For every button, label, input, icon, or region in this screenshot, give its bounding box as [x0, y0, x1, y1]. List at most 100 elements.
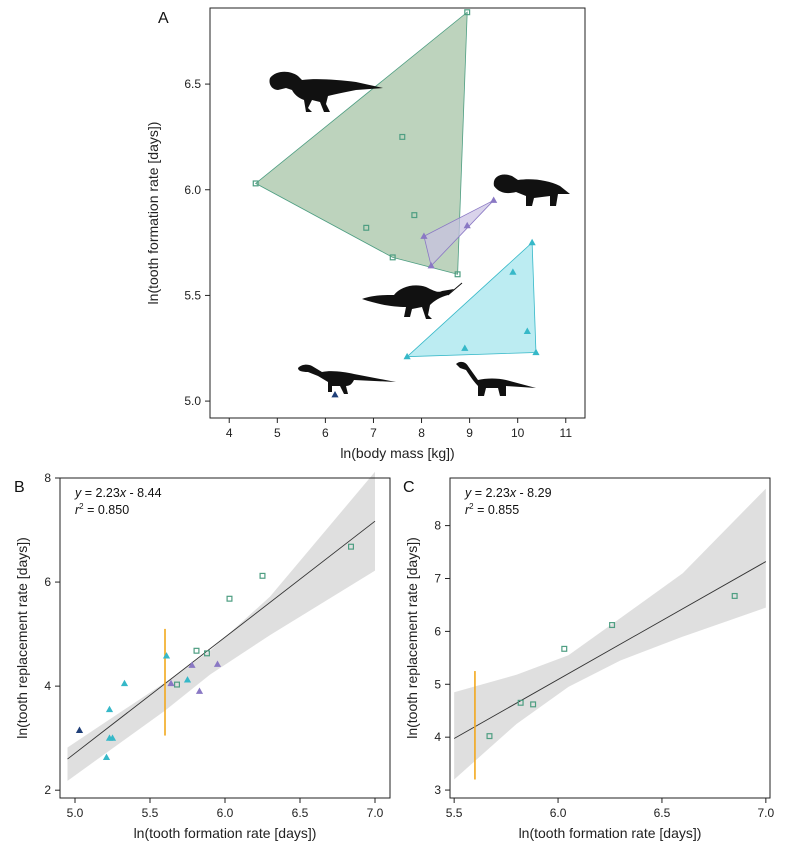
- hull-ceratopsian: [423, 199, 494, 267]
- x-tick-label: 5.5: [142, 806, 159, 820]
- panel-label: A: [158, 10, 169, 27]
- x-tick-label: 11: [560, 426, 573, 440]
- x-axis: 4 5 6 7 8 9 10 11: [226, 418, 572, 440]
- y-tick-label: 6.0: [184, 183, 201, 197]
- r-squared: r2 = 0.855: [465, 502, 519, 517]
- series-sauropod: [403, 238, 540, 360]
- regression-equation: y = 2.23x - 8.29: [464, 486, 552, 500]
- y-tick-label: 6.5: [184, 77, 201, 91]
- data-point: [731, 592, 738, 599]
- series-theropod: [174, 543, 355, 688]
- data-point: [105, 705, 114, 713]
- y-tick-label: 5.0: [184, 394, 201, 408]
- y-tick-label: 5: [434, 677, 441, 691]
- confidence-band: [454, 488, 766, 780]
- x-axis-label: ln(tooth formation rate [days]): [519, 825, 702, 841]
- y-tick-label: 4: [434, 730, 441, 744]
- data-point: [463, 221, 471, 229]
- x-tick-label: 5.0: [67, 806, 84, 820]
- x-tick-label: 7.0: [758, 806, 775, 820]
- plot-frame: [209, 7, 586, 419]
- y-tick-label: 7: [434, 571, 441, 585]
- data-point: [331, 390, 339, 398]
- sauropod-silhouette: [456, 361, 536, 396]
- x-tick-label: 6.0: [217, 806, 234, 820]
- data-point: [490, 196, 498, 203]
- x-axis-label: ln(tooth formation rate [days]): [134, 825, 317, 841]
- panel-b: 5.0 5.5 6.0 6.5 7.0 2 4 6 8 ln(tooth formation ra…: [14, 471, 391, 841]
- y-tick-label: 8: [44, 471, 51, 485]
- x-tick-label: 5.5: [446, 806, 463, 820]
- data-point: [530, 701, 537, 708]
- x-tick-label: 7.0: [367, 806, 384, 820]
- data-point: [174, 681, 181, 688]
- data-point: [167, 679, 175, 687]
- x-tick-label: 9: [466, 426, 473, 440]
- x-axis-label: ln(body mass [kg]): [340, 445, 454, 461]
- y-axis: 3 4 5 6 7 8: [434, 519, 450, 797]
- x-axis: 5.0 5.5 6.0 6.5 7.0: [67, 798, 384, 820]
- x-tick-label: 4: [226, 426, 233, 440]
- data-point: [532, 348, 540, 356]
- data-point: [609, 622, 616, 629]
- basal-sauropodomorph-silhouette: [298, 364, 396, 394]
- y-axis: 2 4 6 8: [44, 471, 60, 797]
- y-tick-label: 3: [434, 783, 441, 797]
- data-point: [363, 224, 370, 231]
- data-point: [389, 254, 396, 261]
- data-point: [102, 753, 111, 761]
- data-point: [162, 652, 171, 659]
- r-squared: r2 = 0.850: [75, 502, 129, 517]
- data-point: [509, 268, 517, 275]
- data-point: [461, 344, 469, 351]
- series-basal_sauropodomorph: [331, 390, 339, 398]
- y-tick-label: 6: [44, 575, 51, 589]
- y-tick-label: 6: [434, 624, 441, 638]
- data-point: [252, 180, 259, 187]
- regression-line: [453, 561, 767, 739]
- data-point: [411, 212, 418, 219]
- regression-line: [67, 520, 376, 760]
- data-point: [188, 661, 196, 668]
- y-axis: 5.0 5.5 6.0 6.5: [184, 77, 210, 408]
- data-point: [420, 232, 428, 239]
- series-theropod: [252, 9, 471, 278]
- data-point: [517, 699, 524, 706]
- series-basal_sauropodomorph: [75, 726, 84, 733]
- plot-frame: [449, 477, 771, 799]
- spinosaur-silhouette: [362, 282, 463, 319]
- data-point: [561, 645, 568, 652]
- data-point: [348, 543, 355, 550]
- series-ceratopsian: [167, 660, 222, 694]
- data-point: [105, 734, 114, 741]
- hull-sauropod: [406, 241, 537, 358]
- data-point: [259, 572, 266, 579]
- regression-equation: y = 2.23x - 8.44: [74, 486, 162, 500]
- x-tick-label: 6.5: [654, 806, 671, 820]
- data-point: [403, 352, 411, 360]
- y-tick-label: 8: [434, 519, 441, 533]
- x-tick-label: 5: [274, 426, 281, 440]
- panel-c: 5.5 6.0 6.5 7.0 3 4 5 6 7 8 ln(tooth formation rat…: [403, 477, 775, 841]
- y-tick-label: 2: [44, 783, 51, 797]
- y-axis-label: ln(tooth replacement rate [days]): [14, 537, 30, 739]
- x-tick-label: 7: [370, 426, 377, 440]
- x-axis: 5.5 6.0 6.5 7.0: [446, 798, 775, 820]
- y-tick-label: 5.5: [184, 288, 201, 302]
- data-point: [226, 595, 233, 602]
- data-point: [193, 647, 200, 654]
- data-point: [75, 726, 84, 733]
- data-point: [427, 262, 435, 269]
- data-point: [464, 9, 471, 16]
- x-tick-label: 6.0: [550, 806, 567, 820]
- data-point: [183, 676, 192, 683]
- y-axis-label: ln(tooth replacement rate [days]): [404, 537, 420, 739]
- series-theropod: [486, 592, 738, 740]
- y-tick-label: 4: [44, 679, 51, 693]
- x-tick-label: 8: [418, 426, 425, 440]
- panel-a: 4 5 6 7 8 9 10 11 5.0 5.5 6.0 6.5 ln(body mass [kg])…: [145, 7, 586, 461]
- panel-label: C: [403, 479, 415, 496]
- data-point: [523, 327, 531, 334]
- x-tick-label: 6: [322, 426, 329, 440]
